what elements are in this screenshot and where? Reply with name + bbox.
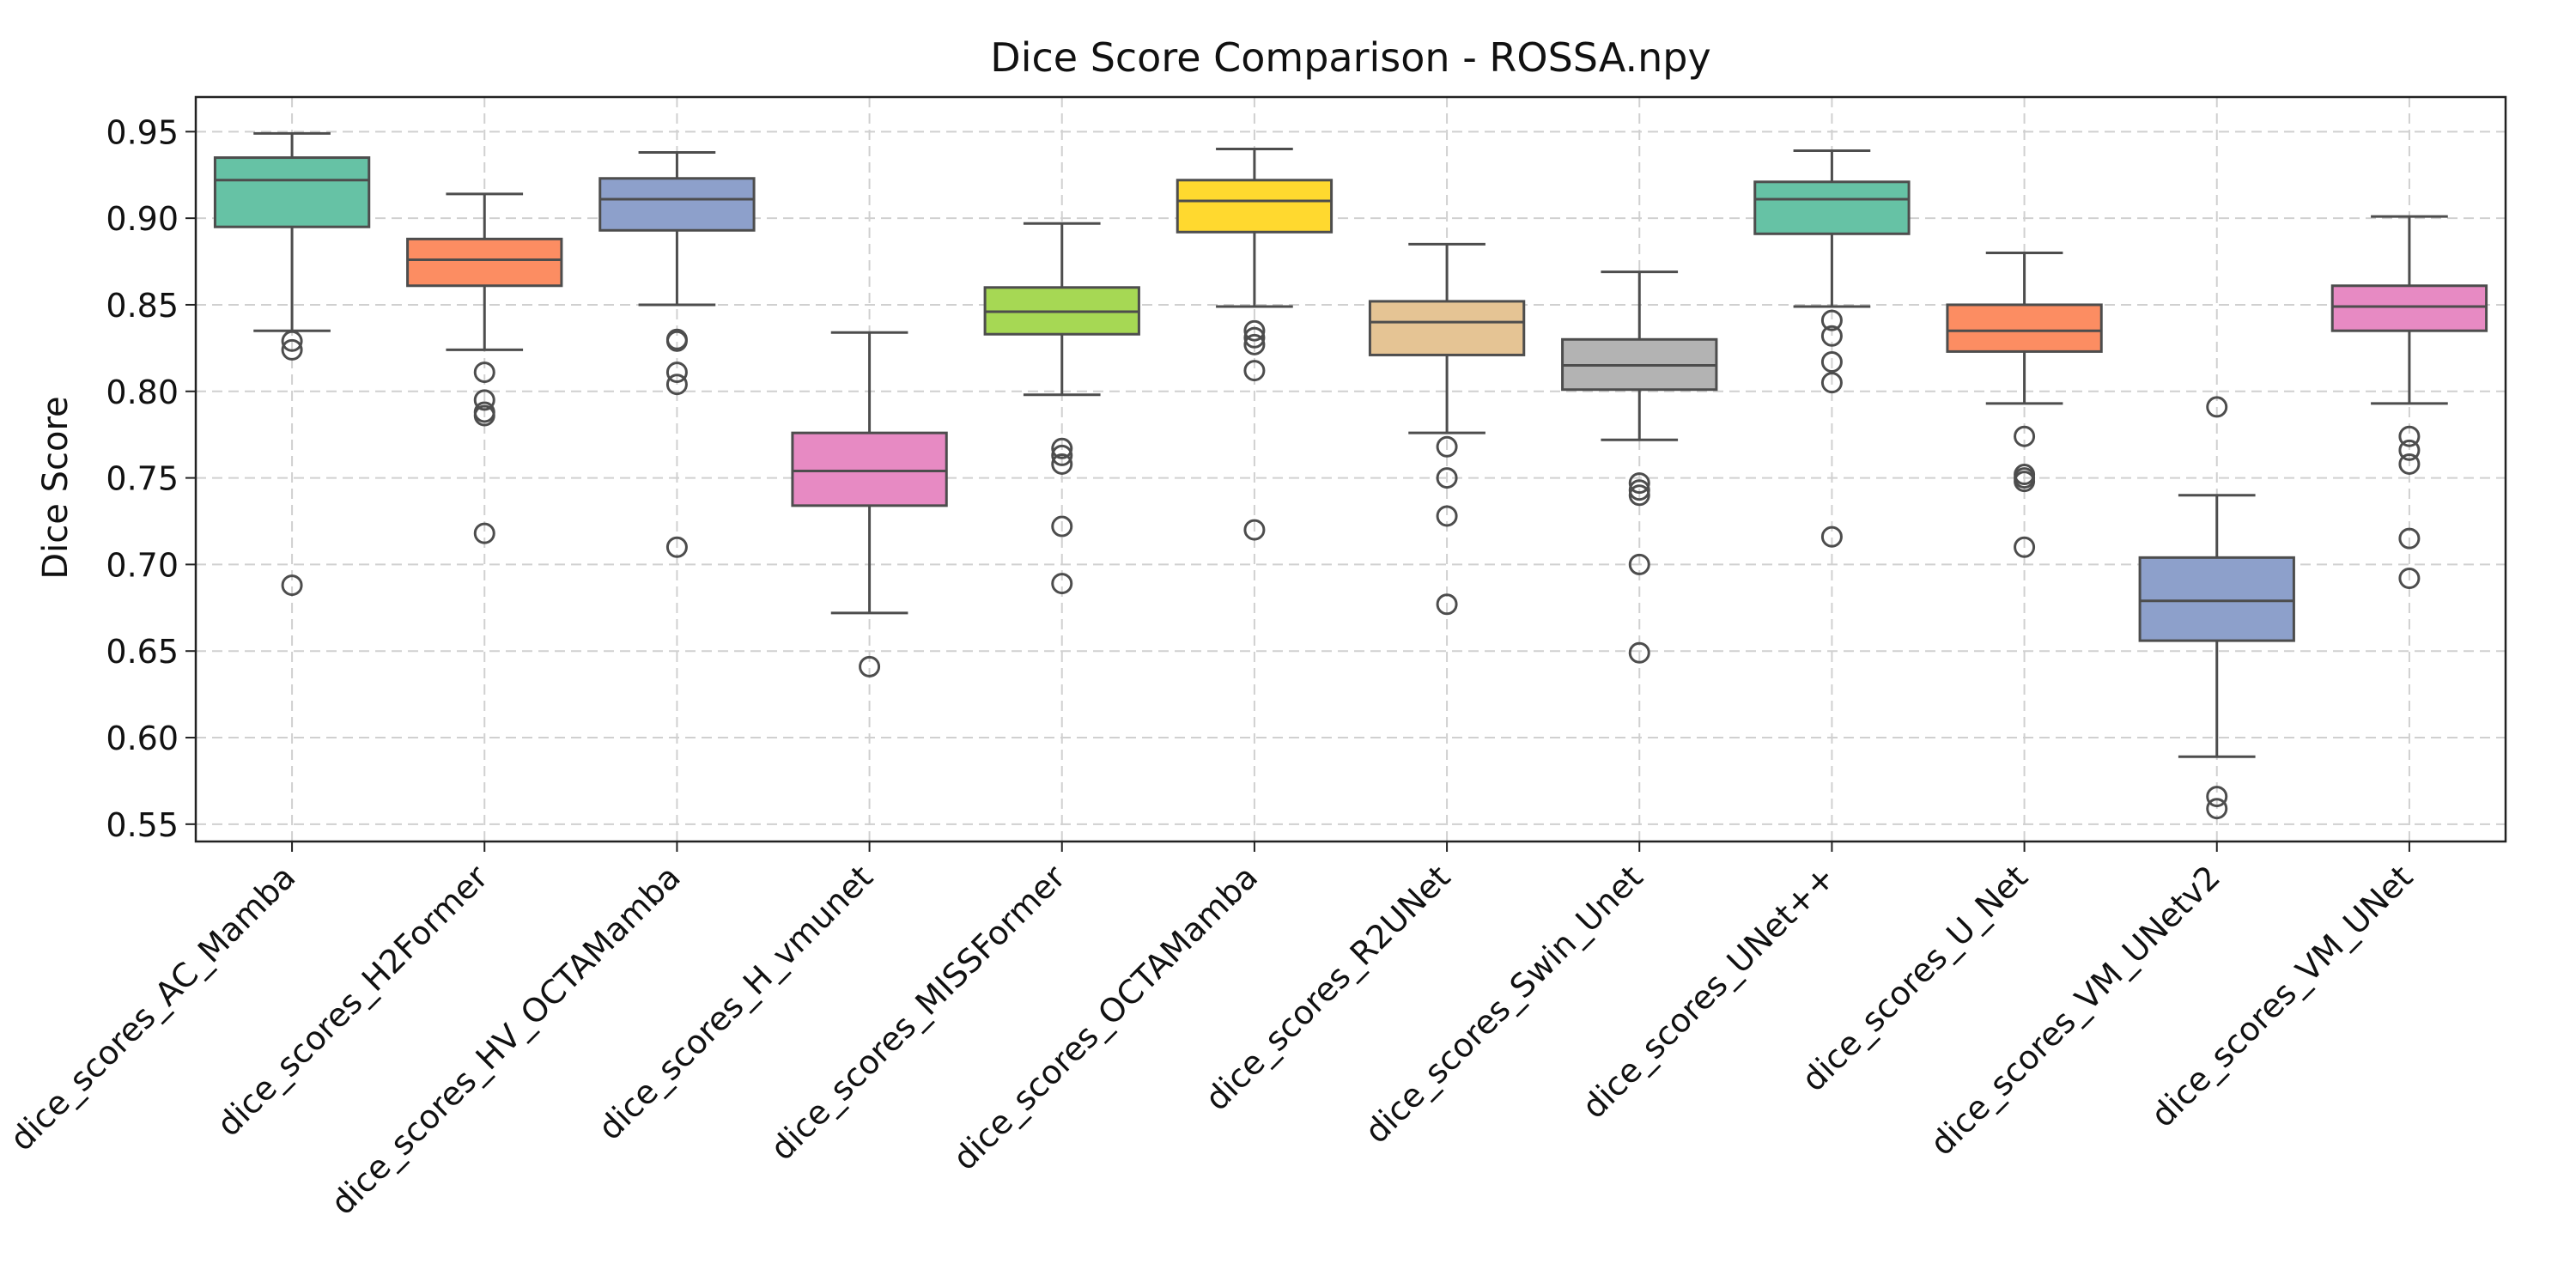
outlier-point <box>281 338 303 361</box>
box-dice_scores_MISSFormer <box>983 222 1140 595</box>
outlier-point <box>473 404 495 427</box>
iqr-box <box>1368 300 1526 356</box>
y-tick-label: 0.70 <box>106 546 179 584</box>
y-tick-label: 0.80 <box>106 374 179 411</box>
outlier-point <box>1243 326 1266 349</box>
box-dice_scores_AC_Mamba <box>213 131 371 597</box>
outlier-point <box>1436 593 1458 616</box>
boxes-layer <box>213 131 2488 820</box>
outlier-point <box>1051 515 1073 538</box>
outlier-point <box>665 374 688 396</box>
y-tick-label: 0.90 <box>106 200 179 238</box>
box-dice_scores_HV_OCTAMamba <box>598 151 756 558</box>
y-axis-label: Dice Score <box>36 396 76 579</box>
iqr-box <box>791 431 948 507</box>
outlier-point <box>1628 472 1650 495</box>
outlier-point <box>2398 453 2421 475</box>
outlier-point <box>1436 505 1458 527</box>
iqr-box <box>1946 303 2103 353</box>
outlier-point <box>1628 479 1650 501</box>
outlier-point <box>473 389 495 411</box>
outlier-point <box>1051 444 1073 466</box>
outlier-point <box>665 536 688 558</box>
outlier-point <box>1820 350 1843 373</box>
iqr-box <box>213 156 371 228</box>
outlier-point <box>665 361 688 384</box>
outlier-point <box>2206 396 2228 418</box>
box-dice_scores_UNet++ <box>1753 149 1911 548</box>
box-dice_scores_H_vmunet <box>791 331 948 677</box>
outlier-point <box>1243 319 1266 342</box>
outlier-point <box>2206 798 2228 820</box>
outlier-point <box>2398 425 2421 447</box>
iqr-box <box>2138 556 2295 642</box>
outlier-point <box>281 574 303 597</box>
box-dice_scores_VM_UNet <box>2330 215 2488 590</box>
iqr-box <box>2330 284 2488 332</box>
outlier-point <box>1628 553 1650 575</box>
outlier-point <box>1051 453 1073 475</box>
outlier-point <box>2014 471 2036 493</box>
outlier-point <box>2398 527 2421 550</box>
outlier-point <box>1628 484 1650 507</box>
outlier-point <box>1243 333 1266 355</box>
outlier-point <box>665 330 688 352</box>
outlier-point <box>2398 568 2421 590</box>
outlier-point <box>281 330 303 352</box>
outlier-point <box>1628 641 1650 664</box>
outlier-point <box>1243 360 1266 382</box>
outlier-point <box>1051 573 1073 595</box>
box-dice_scores_Swin_Unet <box>1561 270 1718 664</box>
box-dice_scores_VM_UNetv2 <box>2138 396 2295 820</box>
outlier-point <box>473 522 495 544</box>
y-tick-label: 0.60 <box>106 720 179 757</box>
box-dice_scores_U_Net <box>1946 251 2103 558</box>
outlier-point <box>1820 309 1843 331</box>
y-tick-label: 0.85 <box>106 287 179 325</box>
box-dice_scores_H2Former <box>406 192 563 544</box>
outlier-point <box>1436 467 1458 489</box>
outlier-point <box>1243 519 1266 541</box>
outlier-point <box>473 361 495 384</box>
outlier-point <box>2398 439 2421 461</box>
outlier-point <box>1051 437 1073 459</box>
box-dice_scores_R2UNet <box>1368 242 1526 616</box>
outlier-point <box>859 655 881 677</box>
outlier-point <box>2014 425 2036 447</box>
iqr-box <box>406 237 563 288</box>
y-tick-label: 0.55 <box>106 806 179 844</box>
plot-frame <box>194 95 2507 843</box>
y-tick-label: 0.65 <box>106 633 179 671</box>
chart-title: Dice Score Comparison - ROSSA.npy <box>990 34 1710 81</box>
outlier-point <box>1820 372 1843 394</box>
outlier-point <box>1820 325 1843 347</box>
iqr-box <box>1753 180 1911 235</box>
outlier-point <box>2206 786 2228 808</box>
box-dice_scores_OCTAMamba <box>1176 147 1334 541</box>
outlier-point <box>1436 435 1458 458</box>
y-tick-label: 0.95 <box>106 113 179 151</box>
iqr-box <box>1176 179 1334 234</box>
y-tick-label: 0.75 <box>106 460 179 498</box>
outlier-point <box>2014 536 2036 558</box>
iqr-box <box>598 177 756 232</box>
outlier-point <box>1820 526 1843 548</box>
